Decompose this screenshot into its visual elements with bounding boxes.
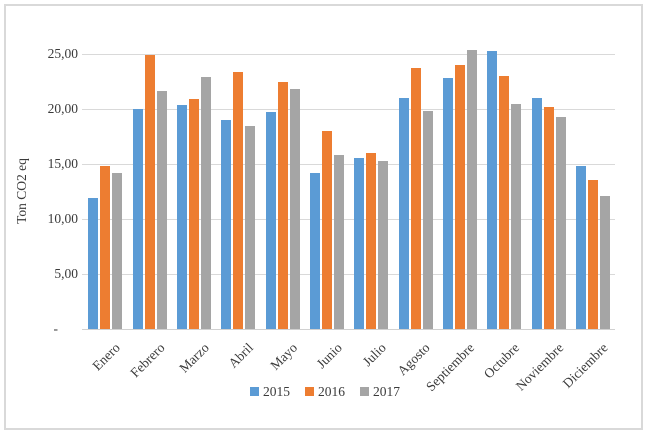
bar-2016-octubre (499, 76, 509, 329)
bar-2016-septiembre (455, 65, 465, 329)
bar-2016-junio (322, 131, 332, 329)
y-axis-title: Ton CO2 eq (14, 158, 29, 224)
bar-2017-diciembre (600, 196, 610, 329)
legend-label-2016: 2016 (318, 384, 345, 399)
bar-2016-agosto (411, 68, 421, 329)
legend-label-2015: 2015 (263, 384, 290, 399)
bar-2015-noviembre (532, 98, 542, 329)
bar-2016-diciembre (588, 180, 598, 329)
bar-2016-enero (100, 166, 110, 329)
bar-2017-marzo (201, 77, 211, 329)
gridline-y-10 (82, 218, 615, 220)
bar-2016-febrero (145, 55, 155, 329)
gridline-y-25 (82, 53, 615, 55)
bar-2015-marzo (177, 105, 187, 329)
bar-2015-abril (221, 120, 231, 329)
legend-swatch-2017 (360, 387, 369, 396)
bar-2015-junio (310, 173, 320, 329)
legend-swatch-2015 (250, 387, 259, 396)
bar-2015-julio (354, 158, 364, 329)
bar-2015-enero (88, 198, 98, 329)
bar-2015-octubre (487, 51, 497, 329)
bar-2017-febrero (157, 91, 167, 329)
bar-2017-noviembre (556, 117, 566, 329)
bar-2015-mayo (266, 112, 276, 329)
legend-item-2017: 2017 (360, 384, 400, 400)
bar-2017-abril (245, 126, 255, 329)
x-axis-line (82, 329, 615, 330)
gridline-y-5 (82, 273, 615, 275)
bar-2016-noviembre (544, 107, 554, 329)
legend-label-2017: 2017 (373, 384, 400, 399)
bar-2015-febrero (133, 109, 143, 329)
gridline-y-20 (82, 108, 615, 110)
bar-2017-mayo (290, 89, 300, 329)
bar-2016-marzo (189, 99, 199, 329)
bar-2016-mayo (278, 82, 288, 329)
y-tick-label-10: 10,00 (47, 210, 78, 226)
bar-2017-junio (334, 155, 344, 329)
bar-2016-abril (233, 72, 243, 329)
bar-2015-diciembre (576, 166, 586, 329)
legend: 2015 2016 2017 (0, 384, 650, 400)
y-tick-label-20: 20,00 (47, 100, 78, 116)
y-tick-label-25: 25,00 (47, 45, 78, 61)
bar-2017-octubre (511, 104, 521, 329)
bar-2017-agosto (423, 111, 433, 329)
y-tick-label-15: 15,00 (47, 155, 78, 171)
bar-2015-agosto (399, 98, 409, 329)
y-tick-label-0: - (53, 321, 59, 336)
legend-swatch-2016 (305, 387, 314, 396)
bar-2017-enero (112, 173, 122, 329)
gridline-y-15 (82, 163, 615, 165)
legend-item-2015: 2015 (250, 384, 290, 400)
y-tick-label-5: 5,00 (54, 265, 78, 281)
bar-2015-septiembre (443, 78, 453, 329)
bar-2017-julio (378, 161, 388, 329)
bar-2017-septiembre (467, 50, 477, 329)
bar-2016-julio (366, 153, 376, 329)
legend-item-2016: 2016 (305, 384, 345, 400)
